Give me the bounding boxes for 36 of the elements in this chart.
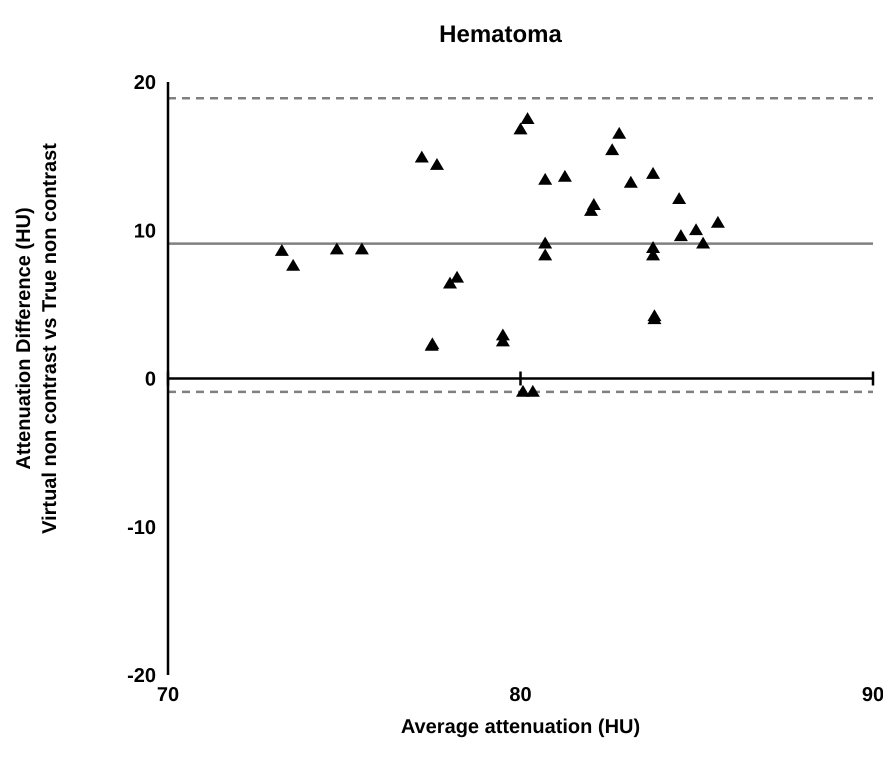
point <box>538 236 552 248</box>
point <box>538 248 552 260</box>
point <box>354 242 369 254</box>
y-axis-title: Attenuation Difference (HU) Virtual non contrast vs True non contrast <box>13 142 61 534</box>
point <box>538 172 552 185</box>
point <box>696 236 710 248</box>
point <box>672 192 686 204</box>
point <box>414 150 429 163</box>
y-tick-label: -10 <box>127 516 156 539</box>
point <box>274 244 289 256</box>
y-tick-label: -20 <box>127 665 156 687</box>
point <box>514 122 528 134</box>
point <box>558 170 572 182</box>
x-tick-label: 70 <box>156 684 180 706</box>
point <box>586 198 601 210</box>
y-tick-label: 20 <box>134 72 156 94</box>
point <box>286 258 300 271</box>
y-tick-label: 0 <box>144 368 156 390</box>
chart-title: Hematoma <box>439 21 562 48</box>
point <box>612 126 626 139</box>
point <box>443 276 457 289</box>
point <box>430 158 444 170</box>
x-axis-title: Average attenuation (HU) <box>400 716 640 738</box>
x-tick-label: 90 <box>862 684 884 706</box>
point <box>674 229 688 242</box>
point <box>646 166 660 179</box>
point <box>330 242 344 254</box>
point <box>624 176 638 188</box>
y-tick-label: 10 <box>134 220 156 242</box>
x-tick-label: 80 <box>509 684 532 706</box>
point <box>450 270 464 283</box>
point <box>526 384 540 397</box>
point <box>689 223 704 236</box>
point <box>520 112 535 124</box>
point <box>710 216 725 228</box>
point <box>605 143 620 156</box>
